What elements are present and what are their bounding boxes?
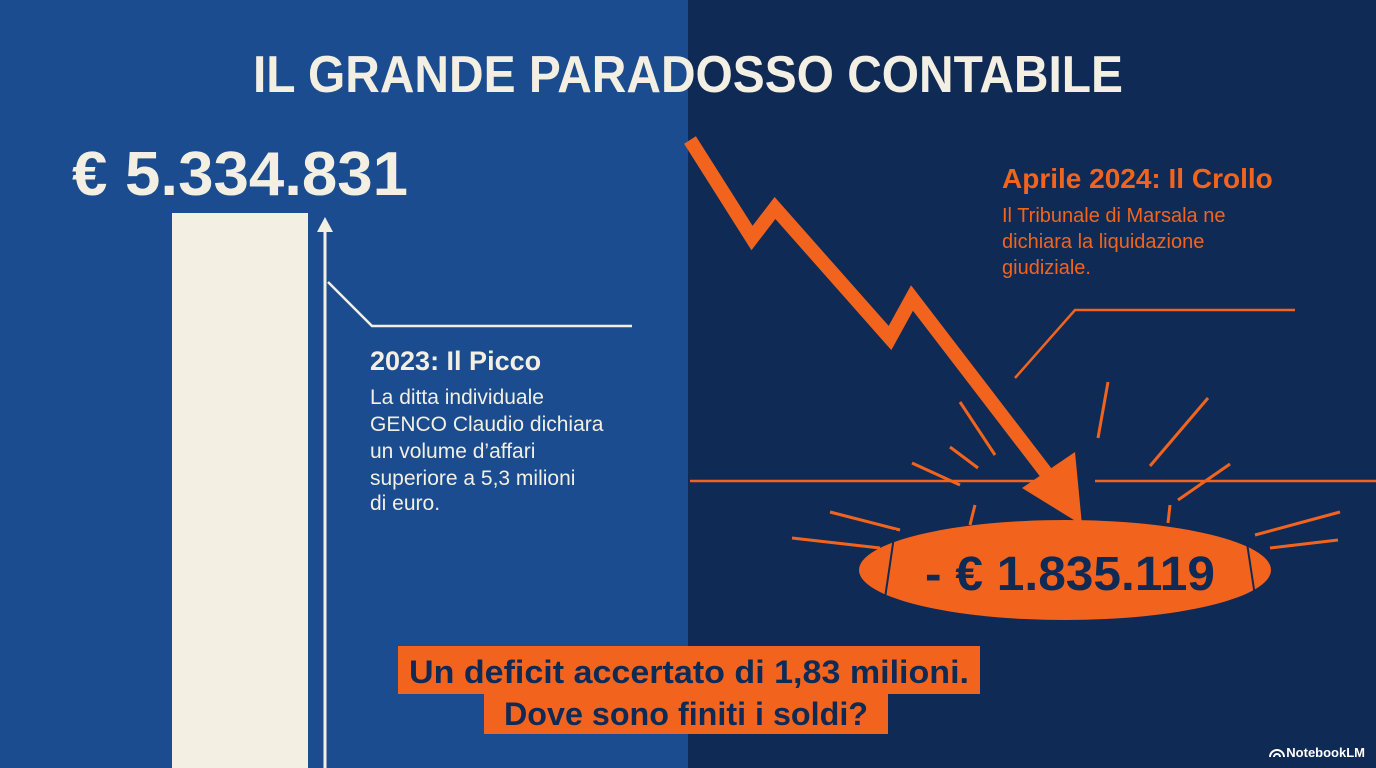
body-line: giudiziale. (1002, 257, 1091, 279)
peak-body: La ditta individuale GENCO Claudio dichi… (370, 386, 604, 515)
peak-bar (172, 213, 308, 768)
right-panel (688, 0, 1376, 768)
body-line: Il Tribunale di Marsala ne (1002, 205, 1225, 227)
footer-line: Un deficit accertato di 1,83 milioni. (409, 654, 969, 690)
left-panel (0, 0, 688, 768)
crash-arrow-head (1022, 452, 1082, 525)
deficit-amount: - € 1.835.119 (925, 548, 1215, 601)
brand-logo (1269, 749, 1285, 758)
body-line: superiore a 5,3 milioni (370, 467, 575, 490)
footer-line: Dove sono finiti i soldi? (504, 696, 868, 732)
footer-box (484, 690, 888, 734)
brand: NotebookLM (1286, 745, 1365, 760)
body-line: un volume d’affari (370, 440, 535, 463)
hole-cracks (884, 529, 1256, 599)
body-line: di euro. (370, 492, 440, 515)
body-line: dichiara la liquidazione (1002, 231, 1204, 253)
crash-body: Il Tribunale di Marsala ne dichiara la l… (1002, 205, 1225, 279)
title: IL GRANDE PARADOSSO CONTABILE (253, 46, 1123, 104)
connector (327, 281, 632, 328)
burst (791, 381, 1341, 550)
footer-box (398, 646, 980, 694)
peak-heading: 2023: Il Picco (370, 346, 541, 376)
crash-line (684, 136, 1056, 483)
body-line: La ditta individuale (370, 386, 544, 409)
crash-heading: Aprile 2024: Il Crollo (1002, 163, 1273, 194)
peak-amount: € 5.334.831 (72, 140, 408, 209)
body-line: GENCO Claudio dichiara (370, 413, 604, 436)
deficit-hole (859, 520, 1271, 620)
arrow-head (317, 217, 333, 232)
connector (1014, 308, 1295, 379)
